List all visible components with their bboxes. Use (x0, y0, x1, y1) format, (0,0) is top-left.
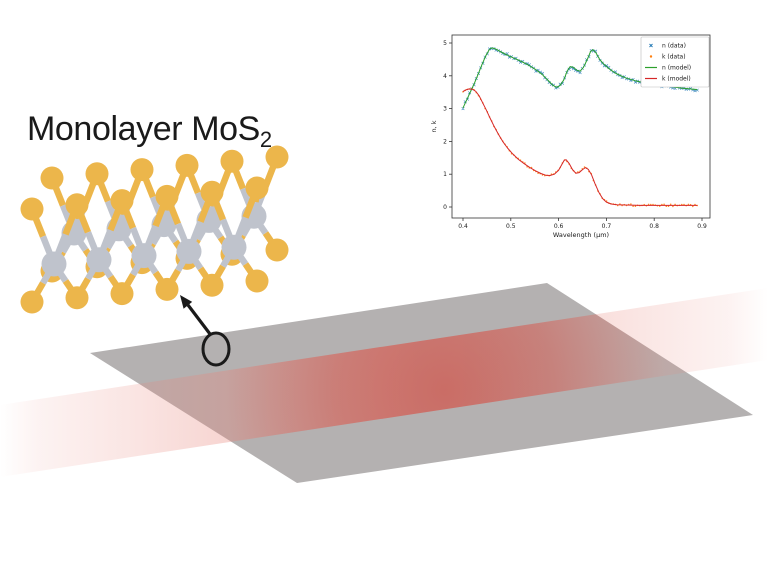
sulfur-atom (65, 193, 89, 217)
y-tick-label: 3 (443, 106, 447, 113)
sulfur-atom (65, 286, 89, 310)
legend-label: n (model) (662, 65, 691, 72)
sulfur-atom (20, 197, 44, 221)
molybdenum-atom (86, 247, 112, 273)
y-axis-label: n, k (430, 120, 438, 132)
page-title-text: Monolayer MoS (27, 110, 260, 148)
y-tick-label: 2 (443, 138, 447, 145)
sulfur-atom (130, 158, 154, 182)
x-tick-label: 0.9 (697, 223, 707, 230)
sample-callout (180, 295, 231, 367)
sulfur-atom (175, 153, 199, 177)
legend-label: n (data) (662, 43, 686, 50)
y-tick-label: 4 (443, 73, 447, 80)
x-tick-label: 0.5 (506, 223, 516, 230)
molybdenum-atom (176, 238, 202, 264)
x-tick-label: 0.4 (458, 223, 468, 230)
legend: n (data) k (data) n (model) k (model) (640, 36, 710, 88)
y-tick-label: 1 (443, 171, 447, 178)
x-axis-label: Wavelength (μm) (553, 231, 609, 239)
sulfur-atom (200, 273, 224, 297)
page-title: Monolayer MoS2 (27, 110, 272, 153)
molybdenum-atom (131, 243, 157, 269)
sulfur-atom (85, 162, 109, 186)
series-nmodel (462, 47, 698, 109)
lattice-row-atoms (20, 176, 269, 314)
sample-marker-circle (201, 331, 231, 367)
x-tick-label: 0.6 (554, 223, 564, 230)
sulfur-atom (20, 290, 44, 314)
legend-marker-x (649, 43, 653, 48)
legend-label: k (model) (662, 76, 691, 83)
y-tick-label: 0 (443, 204, 447, 211)
y-tick-label: 5 (443, 40, 447, 47)
legend-box (640, 36, 710, 88)
sulfur-atom (245, 176, 269, 200)
molybdenum-atom (221, 234, 247, 260)
sulfur-atom (265, 145, 289, 169)
sulfur-atom (200, 180, 224, 204)
sulfur-atom (265, 238, 289, 262)
sulfur-atom (110, 189, 134, 213)
nk-spectrum-chart: 0.4 0.5 0.6 0.7 0.8 0.9 Wavelength (μm) 0 1 2 3 4 5 n… (430, 34, 711, 239)
sulfur-atom (110, 282, 134, 306)
x-axis: 0.4 0.5 0.6 0.7 0.8 0.9 Wavelength (μm) (458, 218, 707, 239)
callout-arrow-shaft (186, 304, 212, 335)
sulfur-atom (40, 166, 64, 190)
sulfur-atom (155, 184, 179, 208)
sulfur-atom (155, 277, 179, 301)
legend-marker-dot (649, 55, 653, 58)
legend-label: k (data) (662, 54, 686, 61)
y-axis: 0 1 2 3 4 5 n, k (430, 40, 452, 211)
molybdenum-atom (41, 251, 67, 277)
x-tick-label: 0.8 (649, 223, 659, 230)
x-tick-label: 0.7 (602, 223, 612, 230)
series-kmodel (462, 88, 698, 206)
sulfur-atom (245, 269, 269, 293)
sulfur-atom (220, 149, 244, 173)
page-title-subscript: 2 (259, 127, 272, 152)
callout-arrowhead (180, 295, 193, 309)
